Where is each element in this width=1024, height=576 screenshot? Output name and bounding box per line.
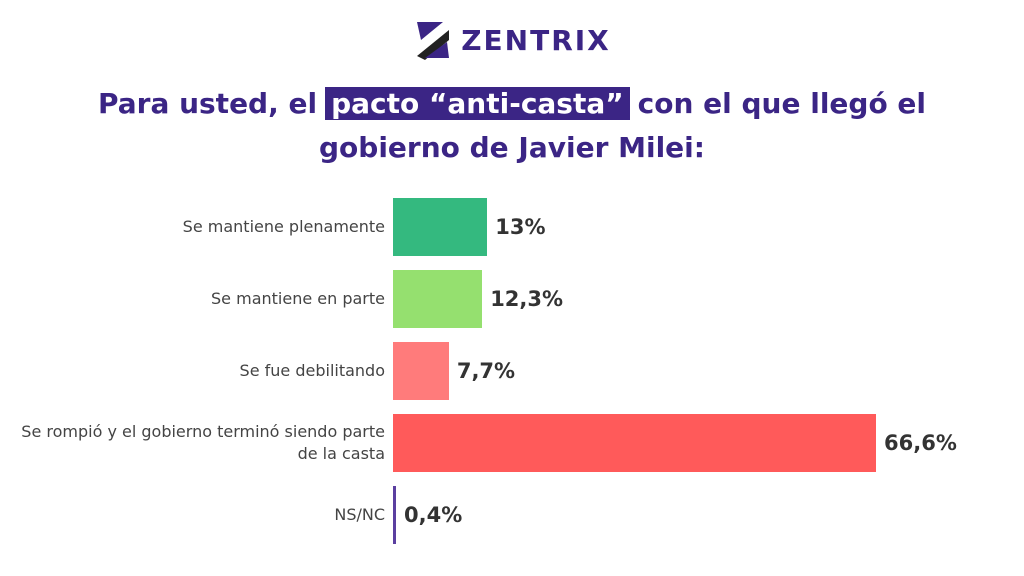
value-label: 12,3% [490,287,564,311]
title-part: con el que llegó el [637,87,927,120]
value-label: 66,6% [884,431,957,455]
title-highlight: pacto “anti-casta” [325,87,630,120]
chart-title: Para usted, el pacto “anti-casta” con el q… [40,82,984,170]
title-part: Para usted, el [97,87,318,120]
bar [393,198,488,256]
value-label: 13% [495,215,546,239]
bar [393,270,483,328]
logo: ZENTRIX [0,18,1024,62]
brand: ZENTRIX [461,23,611,57]
bar [393,414,876,472]
value-label: 7,7% [456,359,516,383]
bar [393,486,396,544]
bar [393,342,449,400]
title-part: gobierno de Javier Milei: [319,131,705,164]
category-label: Se rompió y el gobierno terminó siendo p… [21,422,385,463]
category-label: Se fue debilitando [239,361,385,380]
category-label: Se mantiene en parte [211,289,385,308]
category-label: NS/NC [334,505,385,524]
category-label: Se mantiene plenamente [182,217,385,236]
logo-icon [417,22,450,60]
value-label: 0,4% [404,503,463,527]
